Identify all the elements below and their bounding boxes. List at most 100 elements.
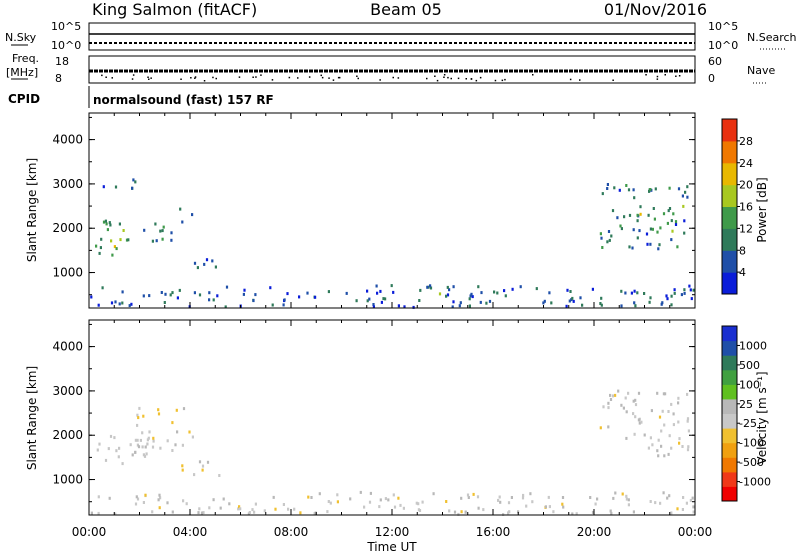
velocity-cell (121, 462, 124, 466)
nave-dot (569, 78, 572, 81)
nave-dot (194, 77, 196, 79)
power-cell (649, 242, 652, 246)
power-cell (468, 304, 471, 308)
power-cell (652, 207, 655, 210)
power-cell (380, 300, 383, 304)
power-cell (600, 303, 603, 307)
velocity-cell (654, 501, 657, 505)
power-cell (649, 296, 652, 300)
power-cell (674, 223, 678, 226)
station-title: King Salmon (fitACF) (92, 0, 257, 19)
power-cell (684, 190, 687, 194)
velocity-cell (614, 491, 617, 495)
power-cell (638, 229, 641, 233)
velocity-colorbar-swatch (722, 355, 737, 371)
power-cell (627, 188, 631, 192)
nave-dot (664, 74, 666, 76)
velocity-cell (96, 448, 99, 452)
velocity-cell (115, 449, 118, 453)
velocity-cell (666, 496, 669, 500)
velocity-cell (152, 436, 155, 440)
velocity-colorbar-swatch (722, 398, 737, 414)
power-cell (613, 186, 616, 190)
velocity-cell (497, 498, 500, 502)
velocity-cell (678, 441, 681, 445)
velocity-cell (686, 448, 690, 452)
velocity-cell (634, 398, 637, 402)
velocity-cell (146, 438, 149, 442)
nave-dot (645, 74, 647, 76)
nave-dot (260, 74, 262, 76)
nave-dot (532, 74, 534, 76)
cpid-label: CPID (8, 92, 40, 106)
power-cell (403, 305, 406, 309)
power-colorbar-swatch (722, 162, 737, 186)
power-cell (193, 261, 197, 265)
power-cell (591, 287, 594, 291)
velocity-y-axis: 4000 3000 2000 1000 (52, 323, 695, 503)
freq-unit-label: [MHz] (6, 66, 38, 79)
velocity-cell (686, 419, 689, 423)
power-cell (376, 291, 379, 295)
power-cell (160, 291, 163, 294)
velocity-cell (185, 502, 188, 506)
velocity-cell (637, 418, 640, 422)
velocity-cell (151, 445, 155, 449)
velocity-cell (594, 502, 597, 506)
nsky-label: N.Sky (5, 31, 37, 44)
power-cell (686, 195, 689, 199)
velocity-cell (379, 498, 382, 502)
nsearch-tick-bottom: 10^0 (708, 39, 738, 52)
power-cell (109, 223, 112, 227)
power-cell (159, 229, 162, 233)
velocity-cell (657, 438, 660, 442)
velocity-colorbar-tick-label: 100 (739, 378, 760, 391)
velocity-cell (159, 496, 162, 500)
power-cell (283, 298, 286, 302)
nave-dot (190, 77, 192, 79)
velocity-cell (369, 491, 372, 495)
x-tick-label: 08:00 (274, 525, 309, 539)
power-cell (610, 234, 613, 238)
velocity-cell (201, 464, 205, 468)
power-cell (128, 304, 131, 308)
velocity-cell (561, 502, 564, 506)
velocity-cell (589, 496, 592, 499)
velocity-cell (239, 507, 242, 511)
velocity-cell (368, 500, 372, 504)
power-cell (606, 187, 609, 190)
velocity-cell (182, 499, 185, 503)
power-cell (648, 300, 651, 304)
nave-dot (675, 75, 677, 77)
velocity-cell (660, 429, 663, 433)
velocity-cell (685, 501, 688, 505)
velocity-cell (310, 496, 313, 499)
power-cell (208, 291, 211, 295)
power-cell (104, 219, 107, 223)
velocity-cell (387, 498, 390, 502)
velocity-heatmap (90, 389, 695, 516)
velocity-cell (432, 492, 435, 496)
power-cell (624, 291, 627, 295)
power-cell (161, 229, 164, 233)
power-cell (503, 289, 506, 293)
velocity-colorbar-tick-label: 25 (739, 398, 753, 411)
velocity-cell (378, 505, 381, 509)
power-ytick-label: 3000 (52, 177, 83, 191)
velocity-cell (384, 497, 387, 501)
velocity-cell (548, 505, 551, 509)
nave-dot (379, 79, 381, 81)
power-cell (666, 297, 669, 301)
power-cell (611, 209, 615, 213)
velocity-cell (157, 408, 160, 412)
velocity-cell (238, 505, 241, 509)
nave-dot (337, 76, 340, 79)
power-cell (581, 303, 584, 307)
x-tick-label: 00:00 (678, 525, 713, 539)
nsky-panel: N.Sky 10^5 10^0 10^5 10^0 N.Search (5, 20, 797, 52)
velocity-cell (254, 502, 257, 506)
x-tick-label: 16:00 (476, 525, 511, 539)
power-cell (623, 215, 626, 219)
power-cell (630, 291, 633, 295)
velocity-cell (472, 492, 475, 496)
